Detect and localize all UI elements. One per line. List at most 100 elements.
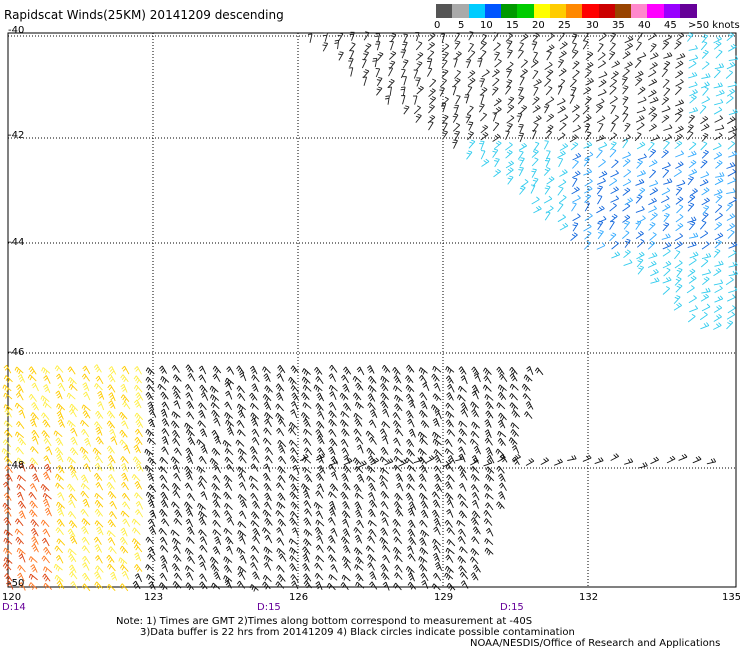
- wind-barb: [434, 410, 442, 420]
- wind-barb: [252, 571, 260, 580]
- wind-barb: [460, 375, 468, 385]
- wind-barb: [134, 552, 142, 562]
- wind-barb: [302, 546, 311, 555]
- wind-barb: [95, 555, 103, 564]
- scale-swatch: [533, 4, 551, 18]
- wind-barb: [559, 169, 568, 177]
- wind-barb: [29, 457, 39, 466]
- wind-barb: [185, 518, 194, 528]
- wind-barb: [214, 536, 222, 546]
- wind-barb: [405, 565, 415, 574]
- wind-barb: [458, 366, 467, 375]
- wind-barb: [355, 509, 363, 519]
- wind-barb: [43, 455, 51, 464]
- wind-barb: [5, 580, 14, 590]
- wind-barb: [158, 466, 168, 474]
- wind-barb: [145, 367, 155, 376]
- wind-barb: [497, 384, 507, 392]
- map-frame: [7, 32, 737, 588]
- wind-barb: [445, 554, 454, 563]
- wind-barb: [472, 564, 481, 573]
- wind-barb: [509, 373, 518, 382]
- wind-barb: [134, 573, 143, 582]
- wind-barb: [108, 546, 117, 554]
- wind-barb: [431, 373, 440, 382]
- wind-barb: [147, 484, 157, 493]
- wind-barb: [56, 501, 66, 510]
- wind-barb: [596, 185, 603, 195]
- wind-barb: [53, 430, 63, 438]
- wind-barb: [519, 76, 525, 86]
- wind-barb: [81, 525, 89, 535]
- wind-barb: [701, 73, 711, 79]
- wind-barb: [30, 446, 39, 454]
- wind-barb: [533, 141, 540, 151]
- wind-barb: [635, 41, 642, 51]
- wind-barb: [699, 220, 707, 230]
- wind-barb: [30, 564, 38, 573]
- wind-barb: [159, 572, 168, 582]
- wind-barb: [370, 457, 380, 466]
- wind-barb: [650, 456, 660, 465]
- wind-barb: [338, 51, 344, 61]
- wind-barb: [425, 455, 435, 463]
- wind-barb: [82, 498, 90, 508]
- wind-barb: [687, 268, 696, 277]
- wind-barb: [622, 112, 629, 123]
- wind-barb: [713, 35, 722, 44]
- wind-barb: [82, 454, 91, 463]
- wind-barb: [303, 528, 313, 537]
- wind-barb: [4, 408, 12, 418]
- wind-barb: [381, 435, 389, 445]
- wind-barb: [492, 77, 500, 87]
- wind-barb: [728, 150, 738, 158]
- wind-barb: [557, 202, 564, 213]
- wind-barb: [43, 582, 53, 590]
- wind-barb: [676, 267, 683, 278]
- wind-barb: [380, 375, 390, 384]
- wind-barb: [452, 122, 461, 132]
- scale-swatch: [582, 4, 599, 18]
- wind-barb: [315, 581, 323, 590]
- wind-barb: [405, 384, 415, 393]
- wind-barb: [69, 447, 79, 456]
- wind-barb: [316, 420, 325, 429]
- wind-barb: [485, 473, 495, 482]
- wind-barb: [212, 499, 221, 508]
- wind-barb: [339, 392, 349, 401]
- wind-barb: [661, 162, 671, 170]
- scale-label: 15: [506, 20, 519, 31]
- wind-barb: [120, 374, 129, 383]
- wind-barb: [106, 410, 116, 419]
- wind-barb: [714, 115, 724, 123]
- wind-barb: [611, 240, 619, 250]
- wind-barb: [540, 457, 550, 465]
- wind-barb: [278, 553, 287, 562]
- wind-barb: [342, 544, 351, 554]
- wind-barb: [381, 517, 389, 527]
- wind-barb: [262, 366, 271, 374]
- scale-label: 5: [458, 20, 465, 31]
- wind-barb: [252, 535, 260, 544]
- wind-barb: [66, 456, 76, 465]
- wind-barb: [624, 42, 633, 51]
- wind-barb: [520, 68, 528, 77]
- wind-barb: [303, 573, 312, 582]
- wind-barb: [369, 581, 378, 590]
- wind-barb: [648, 159, 658, 168]
- wind-barb: [714, 98, 724, 106]
- wind-barb: [301, 368, 311, 376]
- wind-barb: [432, 572, 442, 581]
- wind-barb: [558, 157, 564, 168]
- wind-barb: [236, 580, 245, 589]
- wind-barb: [470, 401, 480, 410]
- wind-barb: [68, 383, 78, 392]
- wind-barb: [493, 42, 501, 51]
- wind-barb: [55, 390, 63, 400]
- wind-barb: [264, 385, 273, 394]
- wind-barb: [390, 33, 397, 43]
- wind-barb: [56, 403, 66, 412]
- lon-label-129: 129: [434, 592, 454, 603]
- wind-barb: [687, 32, 694, 42]
- wind-barb: [493, 106, 502, 115]
